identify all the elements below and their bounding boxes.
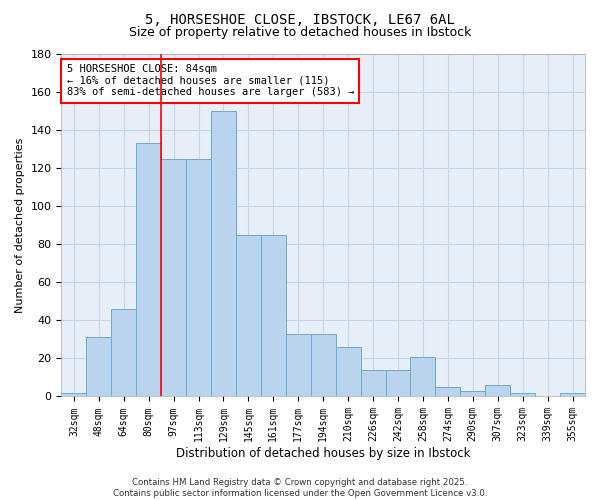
Bar <box>286 334 311 396</box>
Bar <box>236 234 261 396</box>
Bar <box>86 338 111 396</box>
Text: 5, HORSESHOE CLOSE, IBSTOCK, LE67 6AL: 5, HORSESHOE CLOSE, IBSTOCK, LE67 6AL <box>145 12 455 26</box>
X-axis label: Distribution of detached houses by size in Ibstock: Distribution of detached houses by size … <box>176 447 470 460</box>
Bar <box>510 392 535 396</box>
Bar <box>261 234 286 396</box>
Bar <box>61 392 86 396</box>
Bar <box>410 356 436 397</box>
Bar <box>161 158 186 396</box>
Text: Contains HM Land Registry data © Crown copyright and database right 2025.
Contai: Contains HM Land Registry data © Crown c… <box>113 478 487 498</box>
Bar <box>560 392 585 396</box>
Y-axis label: Number of detached properties: Number of detached properties <box>15 138 25 313</box>
Text: 5 HORSESHOE CLOSE: 84sqm
← 16% of detached houses are smaller (115)
83% of semi-: 5 HORSESHOE CLOSE: 84sqm ← 16% of detach… <box>67 64 354 98</box>
Bar <box>111 309 136 396</box>
Bar <box>361 370 386 396</box>
Bar <box>436 387 460 396</box>
Bar <box>386 370 410 396</box>
Bar <box>335 347 361 397</box>
Bar <box>485 385 510 396</box>
Bar <box>211 111 236 397</box>
Text: Size of property relative to detached houses in Ibstock: Size of property relative to detached ho… <box>129 26 471 39</box>
Bar <box>460 391 485 396</box>
Bar <box>311 334 335 396</box>
Bar <box>136 144 161 396</box>
Bar <box>186 158 211 396</box>
